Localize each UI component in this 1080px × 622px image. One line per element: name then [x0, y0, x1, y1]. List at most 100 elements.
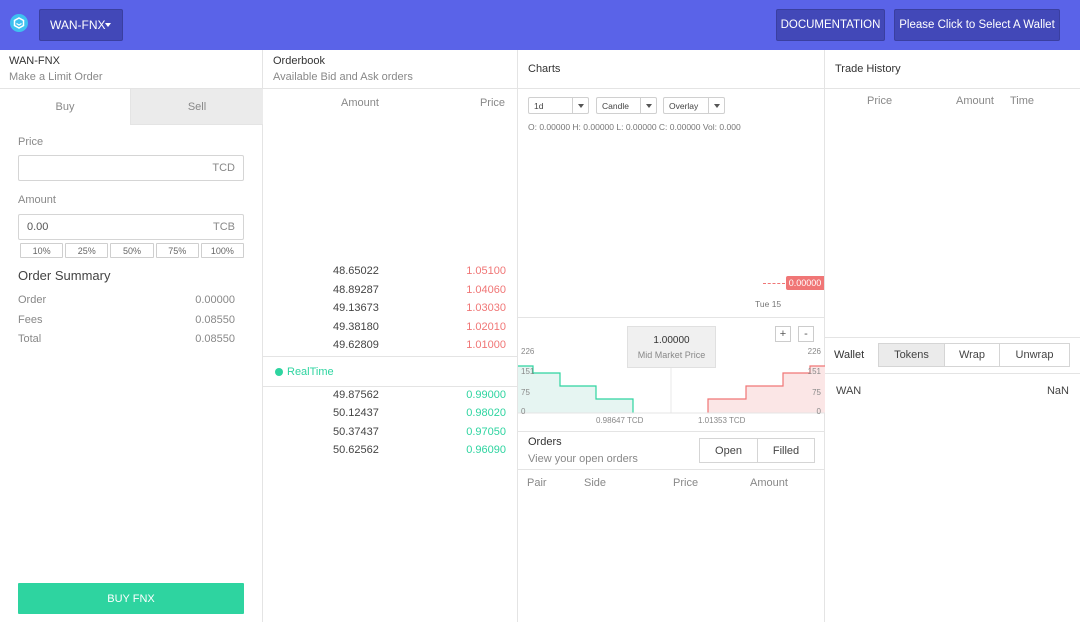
depth-chart[interactable] [518, 320, 825, 420]
ask-price: 1.02010 [466, 321, 506, 333]
divider [518, 469, 825, 470]
trade-history-header-amount: Amount [956, 95, 994, 107]
documentation-button[interactable]: DOCUMENTATION [776, 9, 885, 41]
tab-unwrap[interactable]: Unwrap [1015, 349, 1054, 361]
ask-amount: 49.62809 [333, 339, 379, 351]
chart-date-label: Tue 15 [755, 299, 782, 309]
summary-value: 0.08550 [195, 333, 235, 345]
percent-50-button[interactable]: 50% [110, 243, 154, 258]
percent-100-button[interactable]: 100% [200, 243, 245, 258]
tab-wrap[interactable]: Wrap [945, 344, 1000, 366]
ask-price: 1.04060 [466, 284, 506, 296]
divider [518, 317, 825, 318]
wallet-token-row[interactable]: WAN NaN [836, 385, 1069, 397]
bid-row[interactable]: 50.37437 0.97050 [263, 426, 518, 444]
depth-left-axis-label: 0 [521, 407, 526, 416]
percent-10-button[interactable]: 10% [20, 243, 64, 258]
orderbook-panel: Orderbook Available Bid and Ask orders A… [263, 50, 518, 622]
ask-price: 1.05100 [466, 265, 506, 277]
order-summary-title: Order Summary [18, 268, 111, 283]
bid-price: 0.97050 [466, 426, 506, 438]
zoom-out-button[interactable]: - [798, 326, 814, 342]
orderbook-subtitle: Available Bid and Ask orders [273, 71, 413, 83]
percent-75-button[interactable]: 75% [155, 243, 199, 258]
ask-amount: 49.38180 [333, 321, 379, 333]
tab-sell[interactable]: Sell [131, 88, 263, 125]
token-name: WAN [836, 385, 862, 397]
ask-amount: 48.65022 [333, 265, 379, 277]
pair-selector-button[interactable]: WAN-FNX [39, 9, 123, 41]
ask-amount: 49.13673 [333, 302, 379, 314]
orders-header-amount: Amount [750, 477, 788, 489]
summary-label: Total [18, 333, 42, 345]
divider [825, 337, 1080, 338]
tab-tokens[interactable]: Tokens [879, 344, 945, 366]
ask-row[interactable]: 49.38180 1.02010 [263, 321, 518, 339]
amount-label: Amount [18, 194, 56, 206]
mid-market-box: 1.00000 Mid Market Price [627, 326, 716, 368]
orderbook-title: Orderbook [273, 55, 325, 67]
chart-type-select[interactable]: Candle [596, 97, 657, 114]
ask-row[interactable]: 48.89287 1.04060 [263, 284, 518, 302]
bid-row[interactable]: 49.87562 0.99000 [263, 389, 518, 407]
orders-header-price: Price [673, 477, 699, 489]
price-input[interactable]: TCD [18, 155, 244, 181]
caret-down-icon [572, 98, 588, 113]
ohlc-readout: O: 0.00000 H: 0.00000 L: 0.00000 C: 0.00… [528, 122, 741, 132]
token-balance: NaN [1046, 385, 1069, 397]
trade-history-header-price: Price [867, 95, 893, 107]
orders-subtitle: View your open orders [528, 453, 638, 465]
trade-history-header-time: Time [1010, 95, 1035, 107]
orders-tab-group: Open Filled [699, 438, 815, 463]
buy-submit-button[interactable]: BUY FNX [18, 583, 244, 614]
amount-input[interactable]: 0.00 TCB [18, 214, 244, 240]
ask-price: 1.03030 [466, 302, 506, 314]
wallet-tab-group: Tokens Wrap Unwrap [878, 343, 1070, 367]
percent-buttons: 10% 25% 50% 75% 100% [20, 243, 245, 258]
current-price-line [763, 283, 785, 284]
select-wallet-button[interactable]: Please Click to Select A Wallet [894, 9, 1060, 41]
summary-label: Fees [18, 314, 43, 326]
ask-row[interactable]: 49.62809 1.01000 [263, 339, 518, 357]
trade-history-title: Trade History [835, 63, 901, 75]
interval-value: 1d [534, 100, 544, 111]
bid-row[interactable]: 50.12437 0.98020 [263, 407, 518, 425]
percent-25-button[interactable]: 25% [65, 243, 109, 258]
mid-market-label: Mid Market Price [637, 349, 706, 360]
caret-down-icon [640, 98, 656, 113]
ask-row[interactable]: 49.13673 1.03030 [263, 302, 518, 320]
mid-market-value: 1.00000 [653, 334, 690, 346]
depth-left-axis-label: 226 [521, 347, 535, 356]
bid-price: 0.98020 [466, 407, 506, 419]
depth-left-axis-label: 75 [521, 388, 530, 397]
bid-amount: 50.12437 [333, 407, 379, 419]
tab-open-orders[interactable]: Open [700, 439, 758, 462]
bid-amount: 50.62562 [333, 444, 379, 456]
bid-amount: 50.37437 [333, 426, 379, 438]
divider [518, 431, 825, 432]
overlay-select[interactable]: Overlay [663, 97, 725, 114]
ask-price: 1.01000 [466, 339, 506, 351]
depth-right-axis-label: 151 [807, 367, 821, 376]
app-logo-icon[interactable] [10, 14, 28, 32]
ask-depth-line [707, 365, 825, 413]
bid-depth-area [518, 366, 633, 413]
current-price-tag: 0.00000 [786, 276, 824, 290]
trade-history-panel: Trade History Price Amount Time Wallet T… [825, 50, 1080, 622]
summary-value: 0.08550 [195, 314, 235, 326]
tab-buy[interactable]: Buy [0, 88, 131, 125]
interval-select[interactable]: 1d [528, 97, 589, 114]
ask-edge-label: 1.01353 TCD [698, 416, 746, 425]
caret-down-icon [105, 23, 111, 27]
summary-value: 0.00000 [195, 294, 235, 306]
ask-depth-area [708, 366, 825, 413]
zoom-in-button[interactable]: + [775, 326, 791, 342]
tab-filled-orders[interactable]: Filled [772, 444, 800, 457]
pair-selector-label: WAN-FNX [50, 18, 106, 32]
depth-left-axis-label: 151 [521, 367, 535, 376]
caret-down-icon [708, 98, 724, 113]
bid-row[interactable]: 50.62562 0.96090 [263, 444, 518, 462]
ask-row[interactable]: 48.65022 1.05100 [263, 265, 518, 283]
live-dot-icon [275, 368, 283, 376]
top-bar: WAN-FNX DOCUMENTATION Please Click to Se… [0, 0, 1080, 50]
